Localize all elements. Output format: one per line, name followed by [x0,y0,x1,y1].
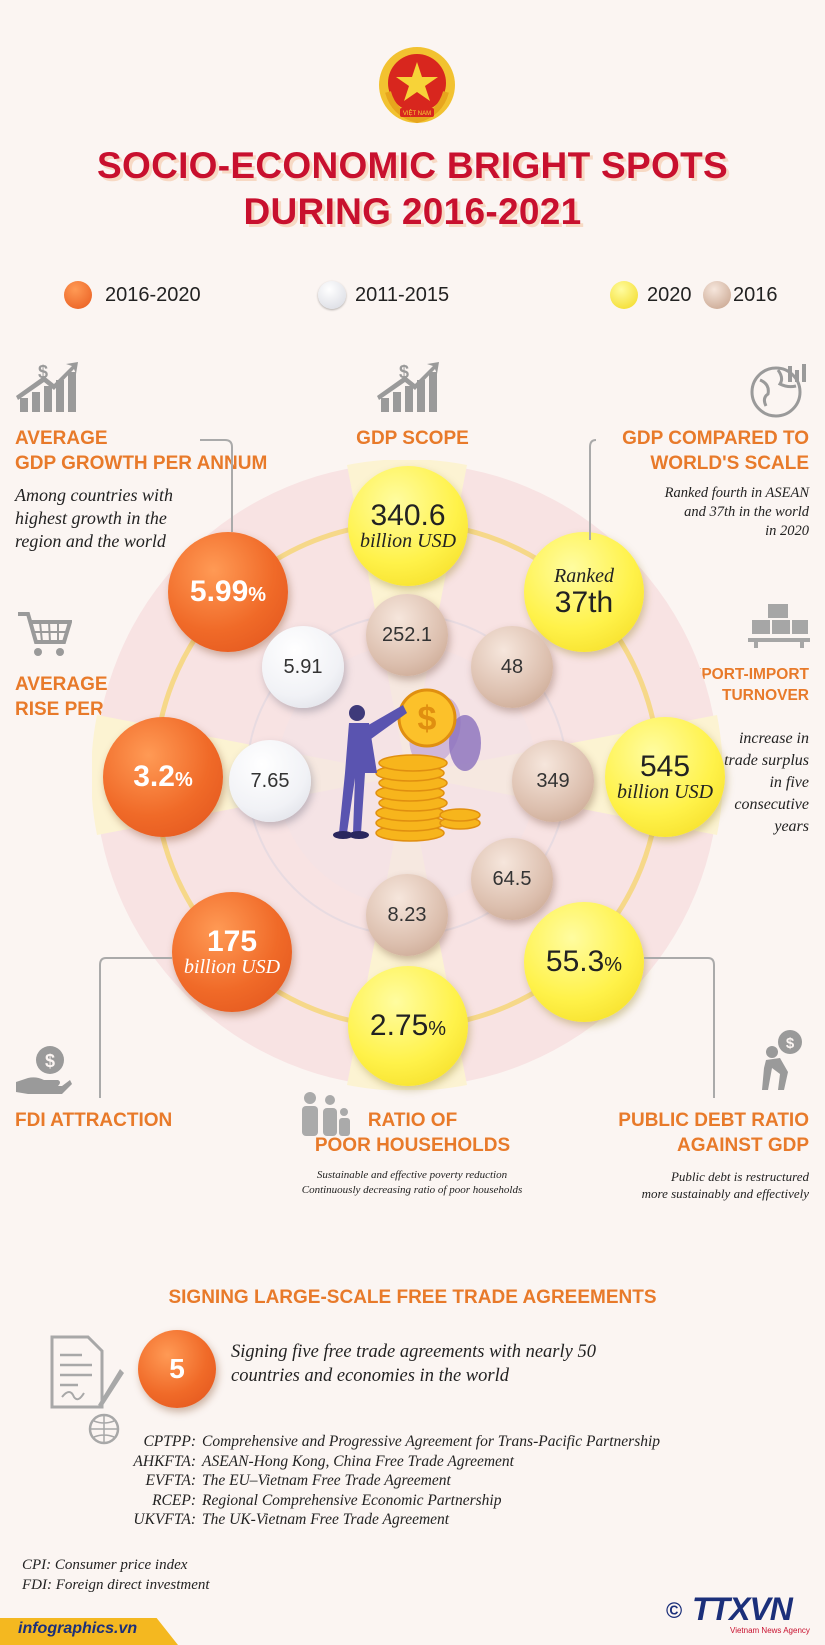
svg-text:$: $ [399,362,409,382]
growth-chart-icon: $ [16,362,78,412]
fdi-2016-2020-bubble: 175 billion USD [172,892,292,1012]
public-debt-note: Public debt is restructured more sustain… [641,1169,809,1201]
poor-households-heading: RATIO OF POOR HOUSEHOLDS [314,1110,511,1156]
globe-network-icon [750,364,806,418]
debt-burden-icon: $ [762,1030,802,1090]
export-import-note: increase in trade surplus in five consec… [724,730,809,835]
footer-bar [0,1618,178,1645]
legend-label-2011-2015: 2011-2015 [355,284,450,306]
copyright-mark: © [666,1598,683,1623]
svg-text:$: $ [786,1035,795,1052]
cpi-2016-2020-bubble: 3.2% [103,717,223,837]
svg-text:$: $ [418,700,437,738]
gdp-growth-2011-2015-bubble: 5.91 [262,626,344,708]
export-import-2020-bubble: 545 billion USD [605,717,725,837]
fta-agreement-list: CPTPP: Comprehensive and Progressive Agre… [120,1432,660,1530]
legend-label-2020: 2020 [647,284,692,306]
legend-dot-2016-2020 [64,281,92,309]
svg-text:$: $ [45,1051,55,1071]
svg-text:$: $ [38,362,48,382]
footnotes: CPI: Consumer price index FDI: Foreign d… [22,1557,210,1593]
export-import-2016-bubble: 349 [512,740,594,822]
family-icon [302,1092,350,1136]
ttxvn-logo-subtitle: Vietnam News Agency [730,1626,810,1635]
list-item: UKVFTA: The UK-Vietnam Free Trade Agreeme… [133,1511,450,1528]
list-item: RCEP: Regional Comprehensive Economic Par… [152,1491,502,1509]
legend-dot-2016 [703,281,731,309]
gdp-world-rank-bubble: Ranked 37th [524,532,644,652]
shopping-cart-icon [18,612,72,656]
money-bag-hand-icon: $ [16,1046,72,1094]
cpi-2011-2015-bubble: 7.65 [229,740,311,822]
gdp-growth-2016-2020-bubble: 5.99% [168,532,288,652]
legend-dot-2020 [610,281,638,309]
public-debt-heading: PUBLIC DEBT RATIO AGAINST GDP [618,1110,809,1156]
poor-households-note: Sustainable and effective poverty reduct… [301,1169,523,1196]
fta-description: Signing five free trade agreements with … [231,1342,596,1386]
footer-site-link[interactable]: infographics.vn [18,1620,138,1637]
fdi-heading: FDI ATTRACTION [15,1110,173,1131]
list-item: CPTPP: Comprehensive and Progressive Agre… [143,1433,661,1450]
page-title-line2: DURING 2016-2021 [243,191,582,232]
coin-stack-illustration: $ [333,688,481,842]
public-debt-2016-bubble: 64.5 [471,838,553,920]
legend-label-2016-2020: 2016-2020 [105,284,201,306]
gdp-world-2016-bubble: 48 [471,626,553,708]
fta-heading: SIGNING LARGE-SCALE FREE TRADE AGREEMENT… [168,1287,657,1308]
gdp-scope-2020-bubble: 340.6 billion USD [348,466,468,586]
page-title-line1: SOCIO-ECONOMIC BRIGHT SPOTS [97,145,728,186]
list-item: AHKFTA: ASEAN-Hong Kong, China Free Trade… [133,1452,514,1470]
legend-label-2016: 2016 [733,284,778,306]
list-item: EVFTA: The EU–Vietnam Free Trade Agreemen… [145,1472,451,1489]
national-emblem-icon: VIỆT NAM [379,47,455,124]
ttxvn-logo: TTXVN [692,1591,793,1627]
gdp-world-heading: GDP COMPARED TO WORLD'S SCALE [622,428,809,474]
growth-chart-icon: $ [377,362,439,412]
legend-dot-2011-2015 [318,281,346,309]
gdp-scope-2016-bubble: 252.1 [366,594,448,676]
gdp-world-note: Ranked fourth in ASEAN and 37th in the w… [664,485,809,539]
public-debt-2020-bubble: 55.3% [524,902,644,1022]
svg-text:VIỆT NAM: VIỆT NAM [403,109,431,117]
poor-households-2020-bubble: 2.75% [348,966,468,1086]
poor-households-2016-bubble: 8.23 [366,874,448,956]
gdp-growth-note: Among countries with highest growth in t… [15,485,173,551]
gdp-scope-heading: GDP SCOPE [356,428,469,449]
contract-signing-icon [50,1335,124,1445]
cargo-boxes-icon [748,604,810,648]
fta-count-bubble: 5 [138,1330,216,1408]
